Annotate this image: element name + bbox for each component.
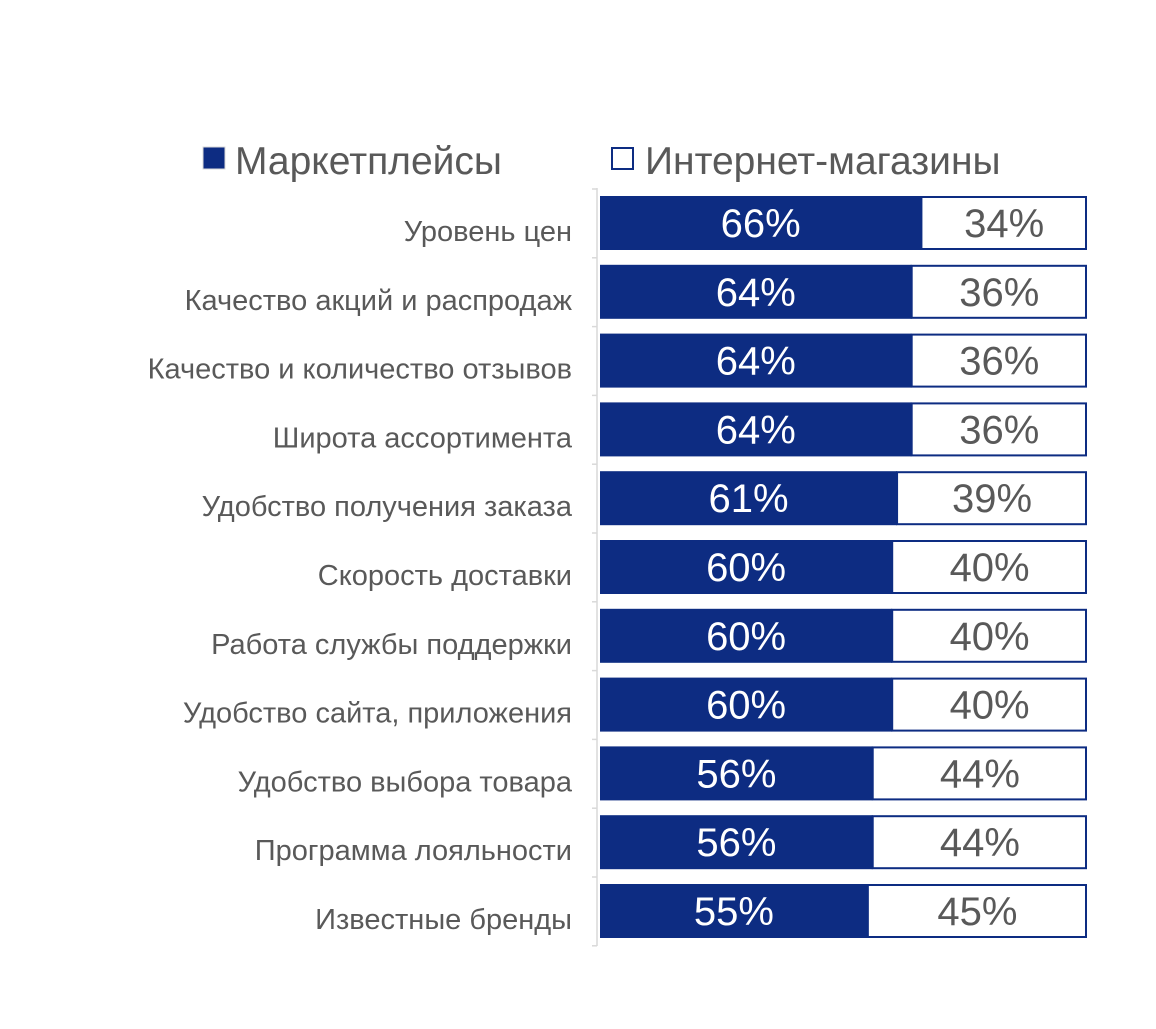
- category-label: Уровень цен: [404, 216, 572, 248]
- data-label-online-stores: 40%: [950, 546, 1030, 590]
- legend-swatch-online-stores: [611, 147, 634, 170]
- bar-marketplaces: [600, 540, 893, 594]
- bar-online-stores: [866, 884, 1087, 938]
- legend-swatch-marketplaces: [202, 146, 226, 170]
- category-label: Работа службы поддержки: [211, 629, 572, 661]
- data-label-online-stores: 36%: [959, 408, 1039, 452]
- data-label-marketplaces: 55%: [694, 890, 774, 934]
- category-label: Качество и количество отзывов: [148, 354, 572, 386]
- bar-marketplaces: [600, 402, 912, 457]
- bar-marketplaces: [600, 815, 873, 870]
- data-label-online-stores: 40%: [950, 684, 1030, 728]
- bar-online-stores: [891, 608, 1088, 663]
- bar-marketplaces: [600, 608, 893, 663]
- legend-label-marketplaces: Маркетплейсы: [235, 140, 502, 183]
- bar-marketplaces: [600, 884, 868, 938]
- category-label: Широта ассортимента: [273, 422, 573, 454]
- bar-marketplaces: [600, 196, 922, 250]
- bar-online-stores: [891, 540, 1088, 594]
- bar-marketplaces: [600, 333, 912, 388]
- bar-online-stores: [871, 746, 1087, 801]
- bar-online-stores: [896, 471, 1087, 526]
- data-label-online-stores: 36%: [959, 271, 1039, 315]
- category-label: Удобство получения заказа: [202, 491, 573, 523]
- data-label-marketplaces: 66%: [721, 202, 801, 246]
- data-label-marketplaces: 60%: [706, 684, 786, 728]
- category-label: Скорость доставки: [318, 560, 572, 592]
- bar-online-stores: [871, 815, 1087, 870]
- data-label-online-stores: 40%: [950, 615, 1030, 659]
- bar-marketplaces: [600, 677, 893, 732]
- data-label-marketplaces: 60%: [706, 546, 786, 590]
- category-label: Программа лояльности: [255, 835, 572, 867]
- data-label-online-stores: 36%: [959, 340, 1039, 384]
- bar-online-stores: [910, 333, 1087, 388]
- legend-label-online-stores: Интернет-магазины: [645, 140, 1001, 183]
- bar-online-stores: [910, 264, 1087, 319]
- data-label-online-stores: 45%: [937, 890, 1017, 934]
- data-label-online-stores: 44%: [940, 821, 1020, 865]
- data-label-marketplaces: 61%: [709, 477, 789, 521]
- bar-marketplaces: [600, 471, 898, 526]
- bar-online-stores: [891, 677, 1088, 732]
- data-label-online-stores: 44%: [940, 752, 1020, 796]
- category-label: Качество акций и распродаж: [185, 285, 573, 317]
- bar-online-stores: [920, 196, 1087, 250]
- category-label: Удобство выбора товара: [238, 766, 573, 798]
- category-label: Удобство сайта, приложения: [183, 698, 572, 730]
- data-label-marketplaces: 64%: [716, 408, 796, 452]
- data-label-online-stores: 39%: [952, 477, 1032, 521]
- data-label-online-stores: 34%: [964, 202, 1044, 246]
- bar-marketplaces: [600, 264, 912, 319]
- data-label-marketplaces: 56%: [696, 821, 776, 865]
- data-label-marketplaces: 60%: [706, 615, 786, 659]
- bar-marketplaces: [600, 746, 873, 801]
- data-label-marketplaces: 56%: [696, 752, 776, 796]
- category-label: Известные бренды: [315, 904, 572, 936]
- data-label-marketplaces: 64%: [716, 271, 796, 315]
- data-label-marketplaces: 64%: [716, 340, 796, 384]
- bar-online-stores: [910, 402, 1087, 457]
